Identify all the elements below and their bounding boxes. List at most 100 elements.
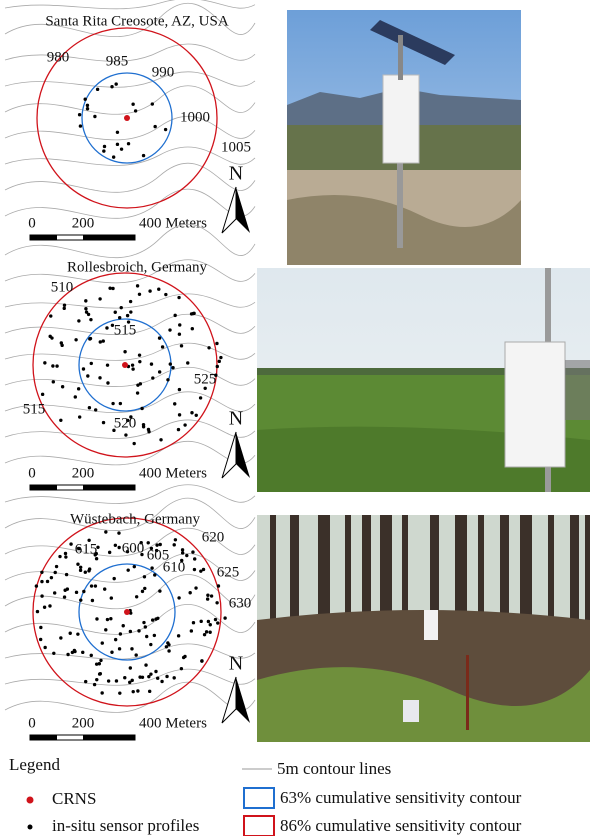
- sensor-profile: [108, 286, 112, 290]
- sensor-profile: [142, 620, 146, 625]
- sensor-profile: [105, 617, 110, 622]
- sensor-profile: [136, 383, 140, 387]
- sensor-profile: [113, 637, 118, 642]
- sensor-profile: [145, 634, 149, 639]
- sensor-profile: [93, 114, 97, 119]
- sensor-profile: [192, 311, 196, 316]
- sensor-profile: [151, 376, 155, 380]
- sensor-profile: [163, 127, 168, 132]
- sensor-profile: [48, 604, 52, 608]
- contour-line: [4, 497, 256, 531]
- contour-line: [4, 313, 256, 336]
- sensor-profile: [98, 376, 102, 380]
- sensor-profile: [130, 647, 134, 651]
- sensor-profile: [171, 365, 175, 370]
- sensor-profile: [153, 124, 157, 129]
- sensitivity-86: [32, 517, 222, 707]
- contour-label: 625: [217, 564, 240, 580]
- sensor-profile: [45, 579, 50, 584]
- contour-label: 515: [23, 401, 46, 417]
- sensor-profile: [135, 284, 140, 288]
- contour-line: [4, 71, 256, 88]
- contour-label: 630: [229, 595, 252, 611]
- sensor-profile: [87, 538, 91, 543]
- sensor-profile: [180, 558, 184, 563]
- map-title: Wüstebach, Germany: [70, 511, 200, 527]
- sensor-profile: [117, 647, 122, 651]
- sensor-profile: [95, 677, 99, 682]
- sensor-profile: [189, 629, 194, 633]
- sensor-profile: [159, 438, 163, 442]
- north-arrow-left: [221, 431, 237, 479]
- sensor-profile: [173, 538, 178, 542]
- sensor-profile: [117, 545, 121, 550]
- legend-red-symbol: [243, 815, 275, 836]
- north-arrow-left: [221, 676, 237, 724]
- contour-line: [4, 115, 256, 141]
- crns: [124, 115, 130, 121]
- sensor-profile: [66, 652, 70, 657]
- sensitivity-86: [36, 27, 218, 209]
- tree-trunk: [380, 515, 392, 635]
- sensor-profile: [110, 85, 114, 89]
- sensor-profile: [86, 374, 90, 378]
- sensor-profile: [141, 425, 146, 429]
- sensor-profile: [40, 579, 44, 584]
- sensor-profile: [199, 569, 203, 573]
- sensor-profile: [125, 313, 130, 318]
- contour-line: [4, 85, 256, 115]
- sensor-profile: [215, 364, 219, 369]
- sensor-profile: [208, 630, 212, 634]
- legend-blue-symbol: [243, 787, 275, 809]
- sensor-profile: [180, 548, 185, 552]
- sensor-profile: [39, 625, 43, 630]
- sensor-profile: [60, 385, 65, 389]
- legend-item: 63% cumulative sensitivity contour: [280, 788, 522, 807]
- sensor-profile: [40, 594, 44, 598]
- sensor-profile: [178, 323, 182, 327]
- sensor-profile: [74, 338, 78, 342]
- sensor-profile: [132, 441, 136, 446]
- sensor-profile: [49, 575, 54, 580]
- contour-line: [4, 419, 256, 439]
- sensor-profile: [111, 155, 116, 159]
- sensor-profile: [102, 149, 106, 153]
- sensor-profile: [149, 362, 154, 366]
- sensor-profile: [93, 408, 98, 412]
- sensor-profile: [139, 541, 143, 545]
- contour-label: 980: [47, 49, 70, 65]
- sensor-profile: [89, 584, 94, 588]
- sensor-profile: [89, 653, 93, 658]
- sensor-profile: [76, 632, 80, 636]
- contour-line: [4, 2, 256, 37]
- tree-trunk: [290, 515, 299, 635]
- contour-line: [4, 440, 256, 466]
- sensor-profile: [219, 355, 223, 360]
- north-label: N: [229, 653, 243, 675]
- sensor-profile: [204, 630, 209, 634]
- scale-label: 400 Meters: [139, 465, 207, 481]
- sensor-profile: [205, 597, 210, 601]
- sensor-profile: [43, 361, 47, 365]
- sensor-profile: [87, 567, 92, 571]
- sensor-profile: [131, 102, 135, 106]
- sensor-profile: [99, 658, 103, 663]
- sensor-profile: [168, 362, 172, 366]
- scale-bar-seg: [30, 485, 57, 490]
- sensor-profile: [103, 587, 107, 591]
- scale-label: 0: [28, 215, 36, 231]
- sensor-profile: [165, 674, 169, 679]
- map-panel: Rollesbroich, Germany 510 515 525 515 520 N 0 20…: [4, 223, 256, 491]
- contour-line: [4, 681, 256, 713]
- sensor-profile: [143, 625, 148, 629]
- sensor-profile: [190, 411, 194, 415]
- sensor-profile: [168, 328, 172, 332]
- tree-trunk: [585, 515, 590, 645]
- sensor-profile: [214, 373, 218, 377]
- sensor-profile: [43, 645, 47, 650]
- sensor-profile: [128, 666, 133, 670]
- sensor-profile: [73, 649, 77, 654]
- scale-label: 200: [72, 215, 95, 231]
- sensor-profile: [114, 679, 119, 683]
- sensor-profile: [126, 320, 131, 324]
